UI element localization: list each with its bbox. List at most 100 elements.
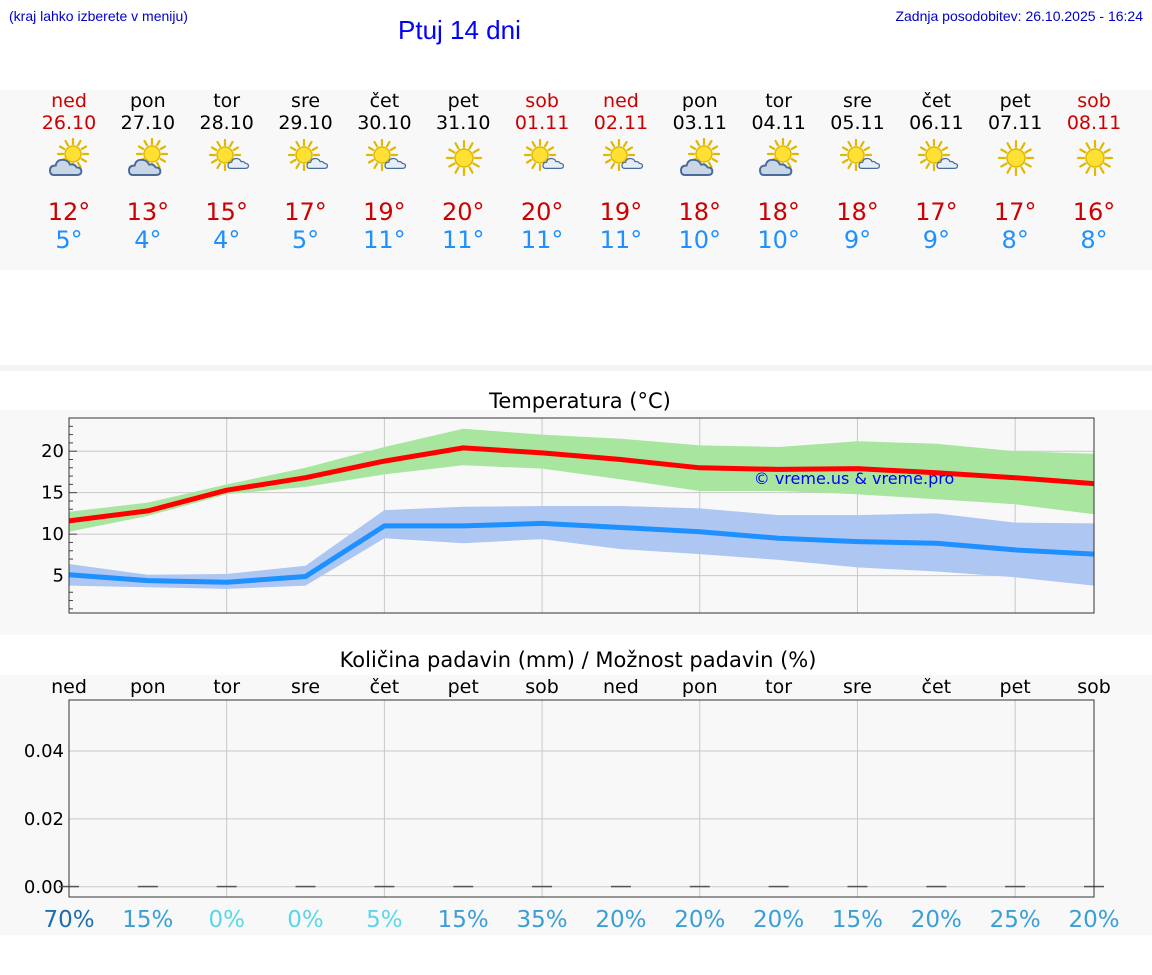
temperature-min-range-band [69, 506, 1094, 589]
forecast-min-temp: 5° [291, 226, 320, 254]
sun-icon [442, 138, 486, 182]
precipitation-chance-label: 20% [674, 907, 725, 933]
forecast-max-temp: 20° [520, 198, 564, 226]
forecast-day-name: čet [921, 90, 952, 112]
forecast-max-temp: 18° [836, 198, 879, 226]
forecast-date: 07.11 [987, 112, 1043, 134]
sun-icon [1073, 138, 1117, 182]
partly-cloudy-icon [48, 137, 92, 182]
forecast-min-temp: 5° [55, 226, 83, 254]
sun-small-cloud-icon [363, 138, 407, 182]
forecast-day-name: ned [51, 90, 87, 112]
precipitation-y-tick-label: 0.02 [24, 809, 64, 830]
forecast-date: 03.11 [672, 112, 727, 134]
sun-small-cloud-icon [206, 138, 250, 182]
forecast-min-temp: 9° [922, 226, 950, 254]
forecast-date: 27.10 [120, 112, 176, 134]
forecast-day-name: ned [603, 90, 639, 112]
forecast-max-temp: 18° [757, 198, 800, 226]
forecast-day-name: čet [369, 90, 400, 112]
precipitation-day-label: sob [525, 676, 559, 698]
forecast-max-temp: 17° [284, 198, 327, 226]
precipitation-y-tick-label: 0.04 [24, 741, 64, 762]
precipitation-day-label: pon [130, 676, 166, 698]
precipitation-chance-label: 20% [1068, 907, 1119, 933]
page-title: Ptuj 14 dni [398, 15, 521, 45]
temperature-plot-frame [68, 417, 1095, 614]
forecast-min-temp: 11° [363, 226, 406, 254]
forecast-min-temp: 4° [134, 226, 162, 254]
precipitation-day-label: čet [370, 676, 400, 698]
sun-icon [994, 138, 1038, 182]
precipitation-day-label: sre [291, 676, 320, 698]
forecast-max-temp: 20° [441, 198, 485, 226]
forecast-min-temp: 8° [1001, 226, 1029, 254]
sun-small-cloud-icon [521, 138, 565, 182]
forecast-date: 28.10 [199, 112, 254, 134]
forecast-max-temp: 12° [47, 198, 91, 226]
precipitation-day-label: čet [922, 676, 952, 698]
forecast-date: 06.11 [909, 112, 964, 134]
precipitation-chance-label: 15% [832, 907, 883, 933]
precipitation-bar [926, 885, 947, 888]
precipitation-y-tick-label: 0.00 [24, 877, 64, 898]
precipitation-chance-label: 15% [122, 907, 173, 933]
forecast-min-temp: 9° [843, 226, 872, 254]
precipitation-chance-label: 25% [990, 907, 1041, 933]
forecast-max-temp: 19° [363, 198, 406, 226]
precipitation-plot-area [69, 700, 1094, 897]
partly-cloudy-icon [758, 137, 802, 182]
temperature-max-line [68, 445, 1095, 524]
temperature-min-line [68, 520, 1095, 585]
forecast-day-name: sre [291, 90, 321, 112]
precipitation-chance-label: 20% [911, 907, 962, 933]
precipitation-day-label: pet [1000, 676, 1031, 698]
location-hint-link[interactable]: (kraj lahko izberete v meniju) [9, 8, 188, 24]
precipitation-day-label: pet [448, 676, 479, 698]
temperature-y-tick-label: 5 [53, 566, 64, 587]
precipitation-chance-label: 20% [753, 907, 804, 933]
precipitation-day-label: sre [843, 676, 872, 698]
forecast-min-temp: 10° [678, 226, 722, 254]
precipitation-day-label: ned [603, 676, 639, 698]
forecast-date: 31.10 [436, 112, 491, 134]
precipitation-bar [847, 885, 868, 888]
precipitation-chance-label: 15% [438, 907, 489, 933]
precipitation-bar [768, 885, 789, 888]
temperature-max-range-band [69, 428, 1094, 532]
precipitation-day-label: pon [682, 676, 718, 698]
precipitation-day-label: tor [765, 676, 792, 698]
temperature-chart-title: Temperatura (°C) [488, 389, 671, 413]
temperature-y-tick-label: 20 [41, 441, 64, 462]
copyright-annotation: © vreme.us & vreme.pro [754, 469, 955, 488]
forecast-day-name: pon [129, 90, 166, 112]
temperature-y-tick-label: 10 [41, 524, 64, 545]
precipitation-chance-label: 20% [595, 907, 646, 933]
precipitation-chance-label: 70% [43, 907, 94, 933]
forecast-min-temp: 10° [757, 226, 800, 254]
precipitation-bar [1005, 885, 1026, 888]
sun-small-cloud-icon [837, 138, 881, 182]
precipitation-chance-label: 5% [366, 907, 403, 933]
sun-small-cloud-icon [915, 138, 959, 182]
last-update-text: Zadnja posodobitev: 26.10.2025 - 16:24 [895, 8, 1143, 24]
forecast-max-temp: 16° [1072, 198, 1116, 226]
precipitation-bar [216, 885, 237, 888]
forecast-strip: ned 26.10 12° 5° pon 27.10 13° 4° tor 28.10 15°… [0, 90, 1152, 270]
precipitation-bar [137, 885, 158, 888]
forecast-date: 30.10 [357, 112, 412, 134]
forecast-min-temp: 11° [599, 226, 643, 254]
precipitation-bar [374, 885, 395, 888]
forecast-date: 04.11 [751, 112, 806, 134]
precipitation-day-label: tor [213, 676, 240, 698]
forecast-max-temp: 17° [993, 198, 1037, 226]
precipitation-bar [453, 885, 474, 888]
precipitation-chance-label: 0% [208, 907, 245, 933]
forecast-max-temp: 13° [126, 198, 170, 226]
precipitation-bar [610, 885, 631, 888]
forecast-min-temp: 4° [213, 226, 241, 254]
precipitation-plot-frame [68, 699, 1095, 898]
precipitation-day-label: ned [51, 676, 87, 698]
forecast-day-name: tor [765, 90, 793, 112]
